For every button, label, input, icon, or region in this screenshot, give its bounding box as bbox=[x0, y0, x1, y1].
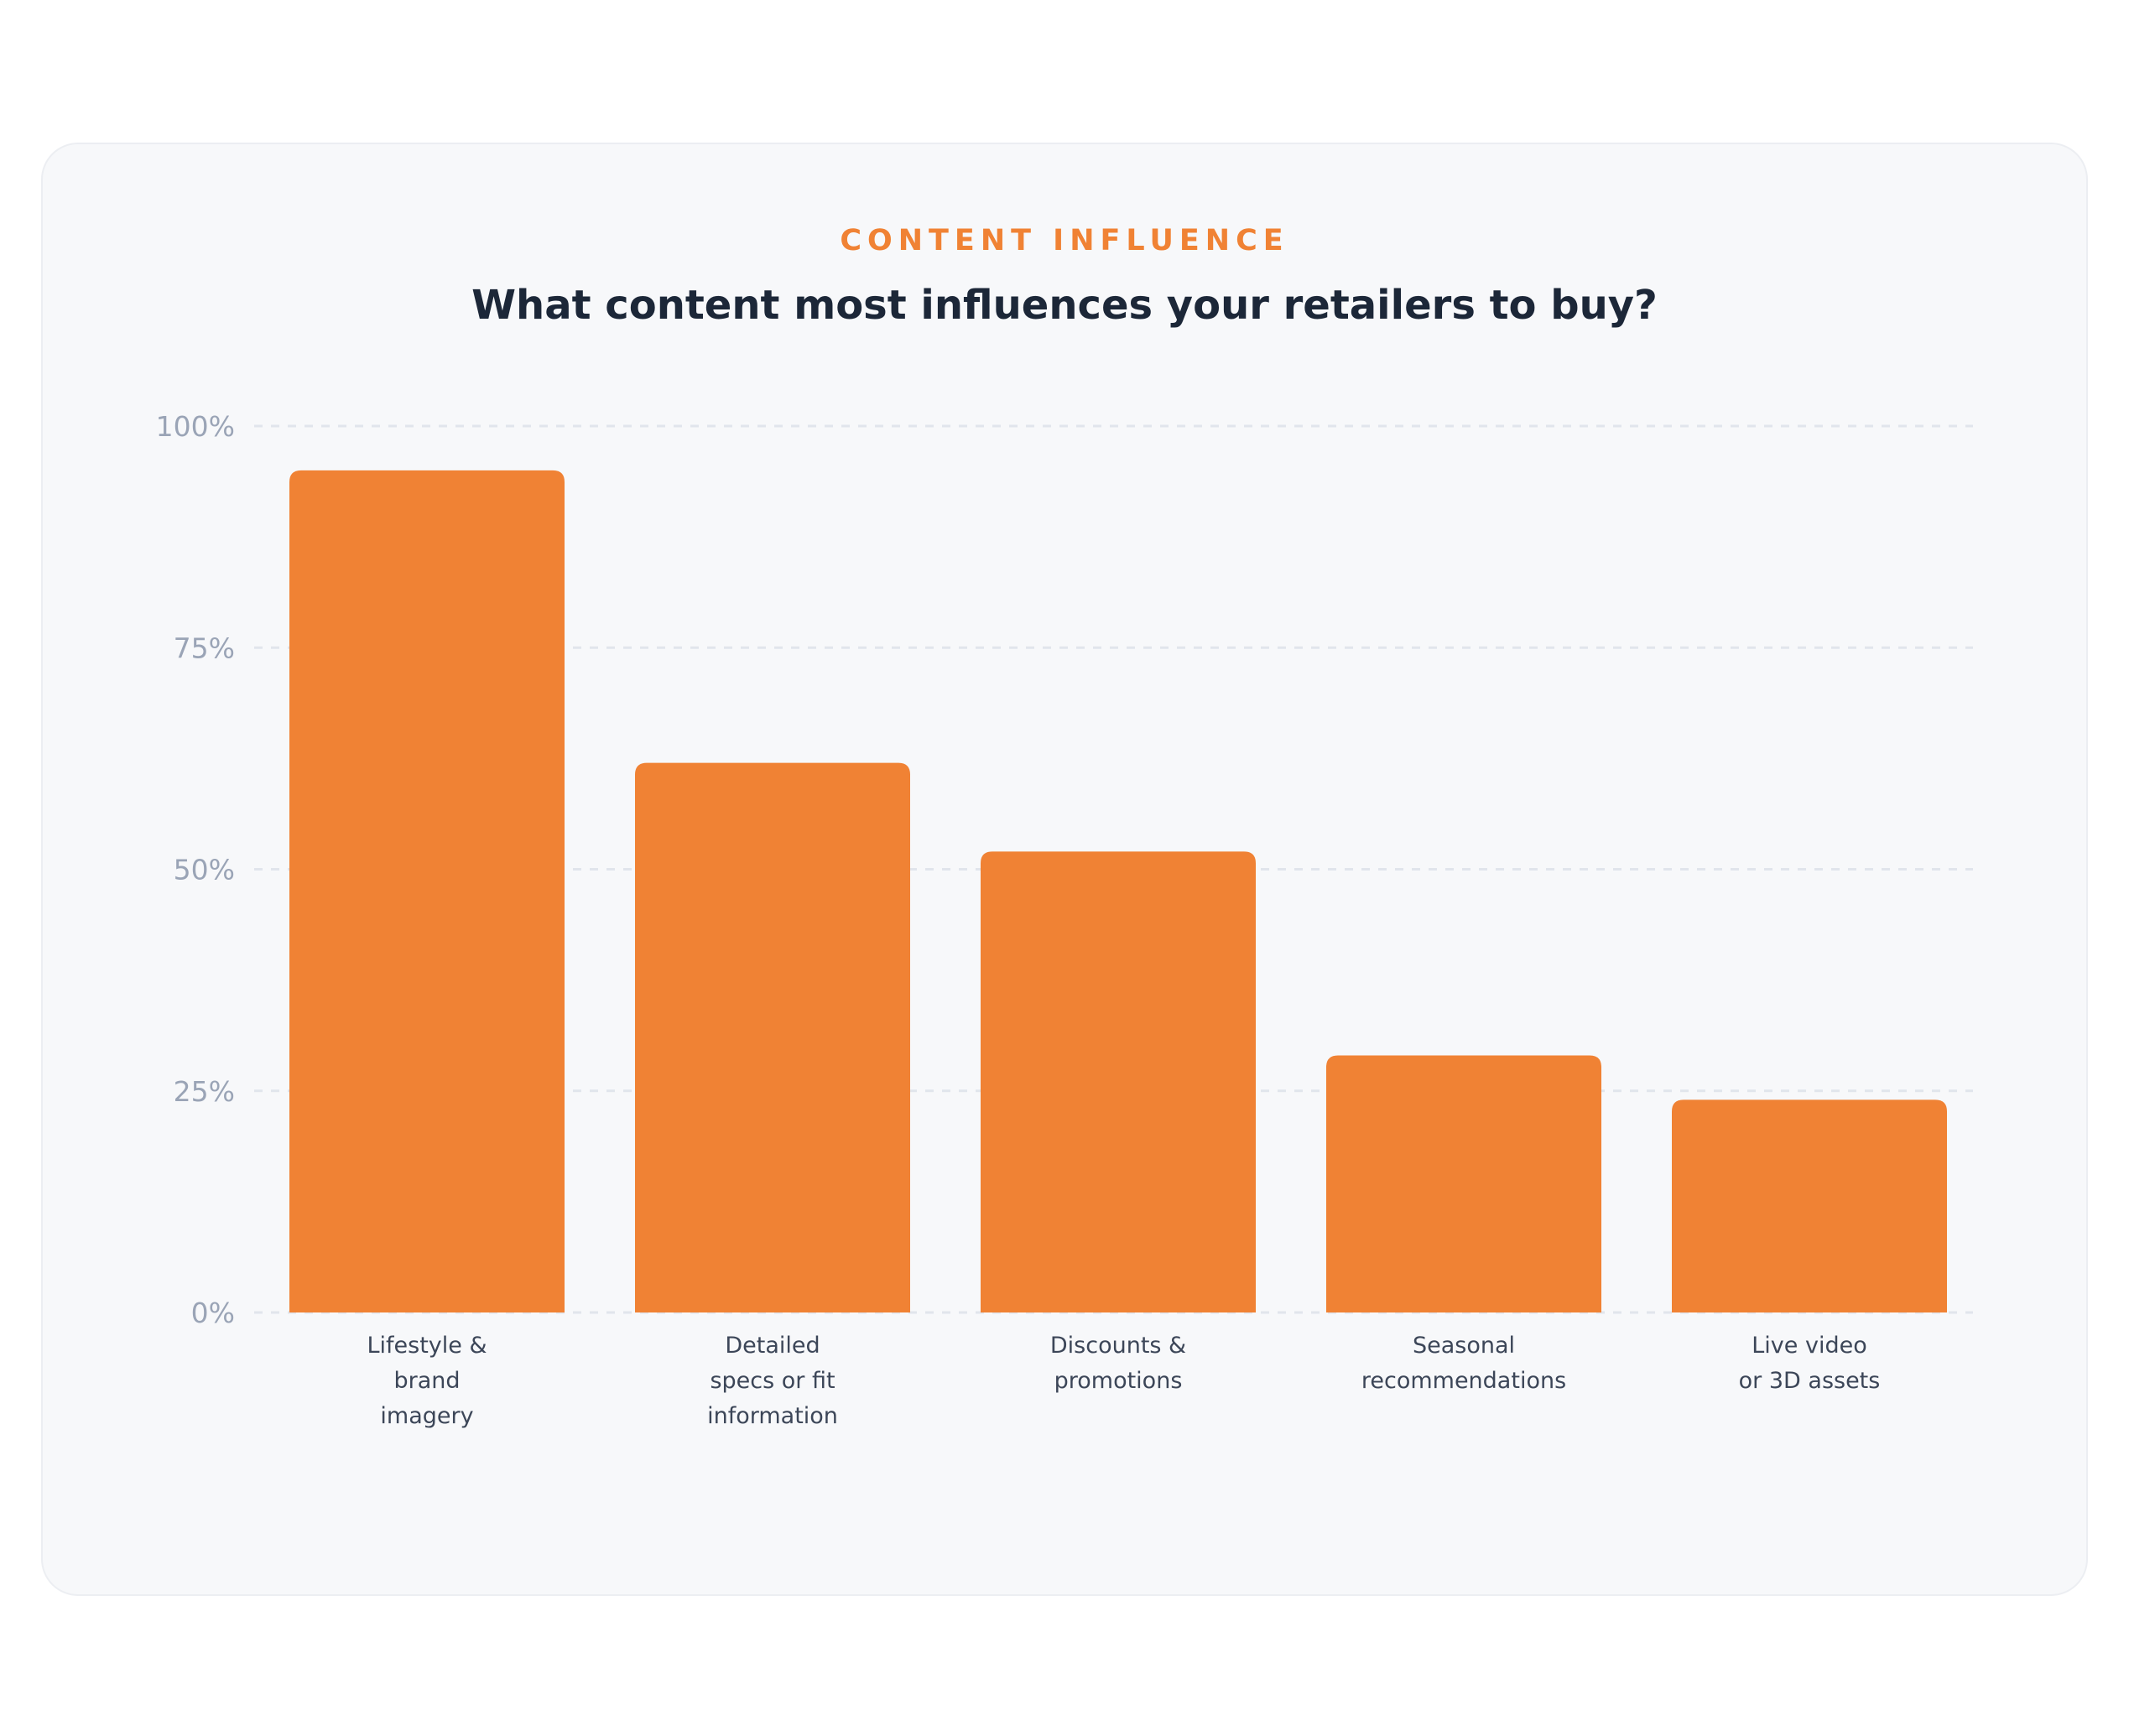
y-tick-label: 75% bbox=[174, 632, 235, 664]
bar bbox=[635, 762, 910, 1312]
y-tick-label: 25% bbox=[174, 1075, 235, 1108]
bar bbox=[1326, 1055, 1601, 1312]
x-axis-labels: Lifestyle & brand imagery Detailed specs or … bbox=[367, 1333, 1880, 1429]
bars bbox=[289, 470, 1947, 1312]
bar bbox=[981, 851, 1256, 1312]
y-tick-label: 100% bbox=[156, 410, 235, 443]
y-axis-ticks: 0% 25% 50% 75% 100% bbox=[156, 410, 235, 1329]
x-category-label: Live video or 3D assets bbox=[1739, 1333, 1881, 1394]
x-category-label: Lifestyle & brand imagery bbox=[367, 1333, 487, 1429]
chart-eyebrow: CONTENT INFLUENCE bbox=[840, 224, 1289, 257]
x-category-label: Seasonal recommendations bbox=[1361, 1333, 1566, 1394]
bar bbox=[1672, 1099, 1947, 1312]
x-category-label: Detailed specs or fit information bbox=[707, 1333, 838, 1429]
y-tick-label: 0% bbox=[191, 1297, 235, 1329]
y-tick-label: 50% bbox=[174, 854, 235, 886]
chart-title: What content most influences your retail… bbox=[471, 282, 1658, 329]
bar bbox=[289, 470, 565, 1312]
x-category-label: Discounts & promotions bbox=[1050, 1333, 1186, 1394]
